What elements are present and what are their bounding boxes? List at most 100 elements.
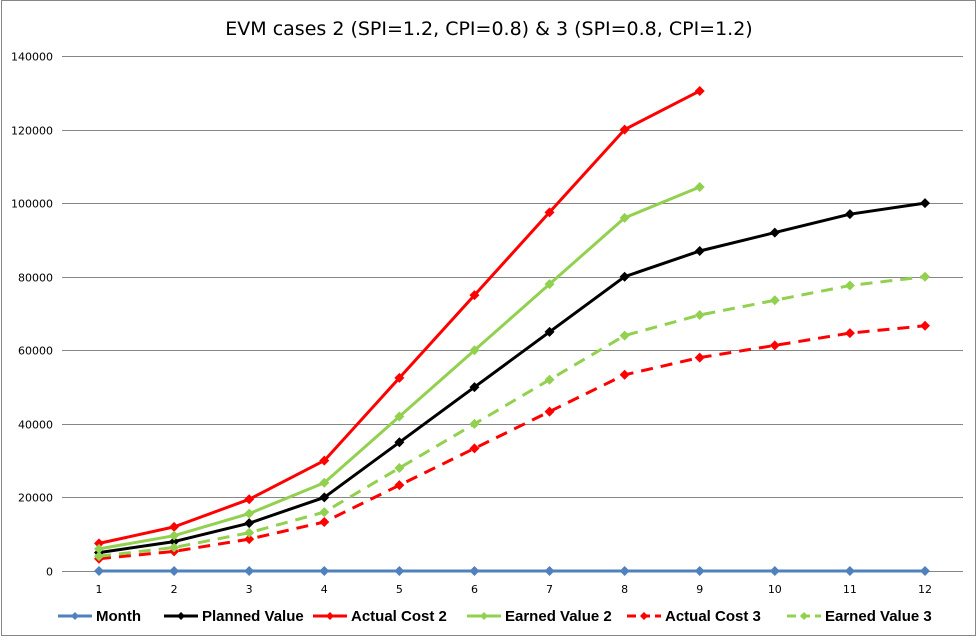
x-tick-label: 12: [918, 583, 932, 596]
data-point: [319, 565, 330, 576]
data-point: [394, 437, 405, 448]
data-point: [844, 328, 855, 339]
data-point: [769, 340, 780, 351]
data-point: [469, 290, 480, 301]
data-point: [694, 565, 705, 576]
x-tick-label: 2: [171, 583, 178, 596]
data-point: [920, 271, 930, 282]
data-point: [319, 516, 330, 527]
x-tick-label: 9: [696, 583, 703, 596]
legend-item-planned-value: Planned Value: [164, 608, 304, 625]
y-tick-label: 20000: [18, 492, 53, 505]
data-point: [619, 271, 630, 282]
data-point: [544, 565, 555, 576]
series-planned-value: [94, 198, 930, 558]
legend-item-earned-value-2: Earned Value 2: [467, 608, 612, 625]
data-point: [619, 212, 630, 223]
data-point: [169, 542, 180, 553]
data-point: [244, 527, 255, 538]
x-tick-label: 10: [768, 583, 782, 596]
plot-area: [94, 85, 930, 576]
x-tick-label: 1: [96, 583, 103, 596]
series-earned-value-2: [94, 181, 705, 554]
legend: Month Planned Value Actual Cost 2 Earned Va…: [58, 608, 932, 625]
data-point: [244, 518, 255, 529]
legend-marker: [480, 612, 488, 620]
data-point: [769, 565, 780, 576]
data-point: [319, 455, 330, 466]
y-tick-label: 100000: [11, 198, 53, 211]
legend-marker: [177, 612, 185, 620]
data-point: [244, 534, 255, 545]
data-point: [394, 372, 405, 383]
y-tick-label: 0: [46, 566, 53, 579]
data-point: [469, 443, 480, 454]
x-tick-label: 11: [843, 583, 857, 596]
data-point: [694, 181, 705, 192]
data-point: [844, 280, 855, 291]
data-point: [694, 309, 705, 320]
y-tick-label: 40000: [18, 419, 53, 432]
series-line: [98, 185, 701, 551]
data-point: [544, 326, 555, 337]
data-point: [319, 507, 330, 518]
data-point: [244, 494, 255, 505]
x-tick-label: 6: [471, 583, 478, 596]
legend-label: Earned Value 2: [505, 608, 612, 625]
y-axis: 0 20000 40000 60000 80000 100000 120000 140000: [11, 51, 53, 579]
data-point: [469, 382, 480, 393]
y-tick-label: 120000: [11, 125, 53, 138]
data-point: [619, 369, 630, 380]
data-point: [544, 374, 555, 385]
data-point: [394, 411, 405, 422]
series-month: [94, 565, 930, 576]
data-point: [394, 463, 405, 473]
data-point: [694, 245, 705, 256]
legend-label: Actual Cost 2: [351, 608, 447, 625]
x-tick-label: 7: [546, 583, 553, 596]
data-point: [544, 406, 555, 417]
x-tick-label: 4: [321, 583, 328, 596]
chart-title: EVM cases 2 (SPI=1.2, CPI=0.8) & 3 (SPI=…: [225, 18, 752, 40]
data-point: [920, 198, 930, 209]
data-point: [394, 480, 405, 491]
x-axis: 1 2 3 4 5 6 7 8 9 10 11 12: [96, 583, 933, 596]
y-tick-label: 140000: [11, 51, 53, 64]
legend-label: Month: [96, 608, 141, 625]
legend-item-month: Month: [58, 608, 141, 625]
series-line: [98, 275, 926, 558]
data-point: [920, 565, 930, 576]
x-tick-label: 5: [396, 583, 403, 596]
x-tick-label: 3: [246, 583, 253, 596]
series-line: [98, 201, 926, 555]
data-point: [844, 209, 855, 220]
series-actual-cost-2: [94, 85, 705, 549]
series-actual-cost-3: [94, 320, 930, 564]
legend-label: Earned Value 3: [825, 608, 932, 625]
y-tick-label: 80000: [18, 272, 53, 285]
data-point: [694, 352, 705, 363]
data-point: [769, 227, 780, 238]
series-line: [98, 89, 701, 545]
data-point: [94, 565, 104, 576]
series-line: [98, 324, 926, 561]
data-point: [244, 565, 255, 576]
data-point: [94, 551, 104, 562]
data-point: [920, 320, 930, 331]
data-point: [619, 565, 630, 576]
data-point: [319, 477, 330, 488]
data-point: [469, 418, 480, 429]
data-point: [769, 295, 780, 306]
data-point: [169, 565, 180, 576]
data-point: [394, 565, 405, 576]
data-point: [469, 345, 480, 356]
data-point: [844, 565, 855, 576]
legend-item-earned-value-3: Earned Value 3: [787, 608, 932, 625]
gridlines: [62, 56, 963, 572]
data-point: [169, 521, 180, 532]
data-point: [469, 565, 480, 576]
legend-item-actual-cost-3: Actual Cost 3: [627, 608, 761, 625]
legend-label: Actual Cost 3: [665, 608, 761, 625]
data-point: [619, 124, 630, 135]
